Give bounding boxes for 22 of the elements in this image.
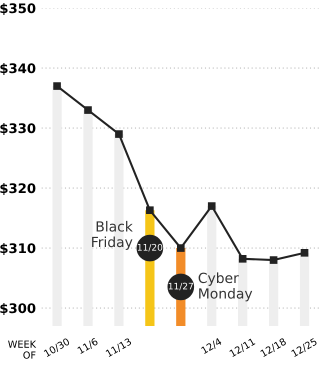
- x-tick-label: 11/20: [138, 244, 162, 252]
- point: [208, 202, 216, 210]
- y-tick-label: $310: [0, 243, 36, 255]
- x-axis-title: WEEK OF: [8, 340, 36, 359]
- point: [238, 255, 246, 263]
- x-tick-label: 11/6: [77, 338, 99, 355]
- point: [53, 82, 61, 90]
- y-tick-label: $320: [0, 183, 36, 195]
- annotation: Cyber Monday: [198, 272, 252, 302]
- point: [176, 244, 185, 252]
- point: [300, 249, 308, 257]
- y-tick-label: $330: [0, 123, 36, 135]
- point: [115, 130, 123, 138]
- y-tick-label: $340: [0, 63, 36, 76]
- annotation: Black Friday: [92, 220, 133, 250]
- x-tick-label: 11/27: [168, 282, 194, 290]
- point: [146, 206, 154, 214]
- point: [270, 256, 278, 264]
- x-tick-label: 12/4: [200, 338, 223, 355]
- point: [84, 106, 92, 114]
- y-tick-label: $300: [0, 303, 36, 315]
- y-tick-label: $350: [0, 3, 36, 16]
